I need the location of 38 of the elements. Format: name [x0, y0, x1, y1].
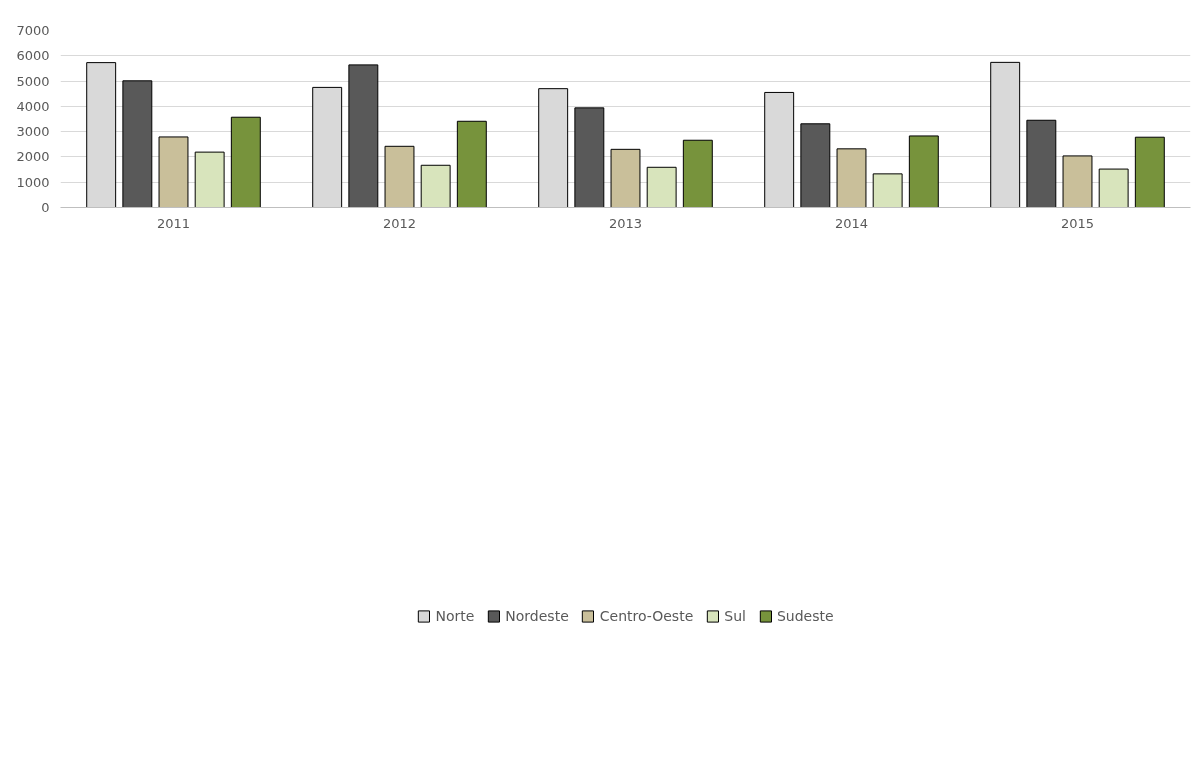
bar: [682, 139, 713, 208]
bar: [230, 116, 261, 208]
y-tick-label: 4000: [16, 98, 50, 114]
legend-label: Centro-Oeste: [599, 608, 694, 624]
bar: [158, 136, 189, 208]
x-tick-label: 2015: [1060, 215, 1095, 231]
y-tick-label: 2000: [16, 149, 50, 165]
bar: [646, 166, 677, 208]
legend-label: Sudeste: [776, 608, 834, 624]
y-tick-label: 6000: [16, 48, 50, 64]
bar: [908, 135, 939, 208]
y-tick-label: 5000: [16, 73, 50, 89]
bar: [836, 148, 867, 208]
bar: [456, 120, 487, 208]
legend-label: Nordeste: [505, 608, 569, 624]
bar: [1134, 136, 1165, 208]
bar: [122, 80, 153, 208]
bar: [384, 145, 415, 208]
x-tick-label: 2012: [382, 215, 417, 231]
bar: [610, 148, 641, 208]
x-tick-label: 2013: [608, 215, 643, 231]
legend-label: Norte: [435, 608, 475, 624]
bar: [194, 151, 225, 208]
bar: [872, 173, 903, 208]
bar: [420, 164, 451, 208]
bar: [574, 107, 605, 208]
bar: [348, 64, 379, 208]
y-tick-label: 7000: [16, 23, 50, 38]
y-tick-label: 0: [41, 200, 50, 215]
legend-label: Sul: [724, 608, 746, 624]
bar: [1026, 119, 1057, 208]
y-tick-label: 1000: [16, 174, 50, 190]
y-tick-label: 3000: [16, 124, 50, 140]
x-tick-label: 2011: [156, 215, 191, 231]
bar: [1062, 155, 1093, 208]
bar: [800, 123, 831, 208]
bar: [1098, 168, 1129, 208]
x-tick-label: 2014: [834, 215, 869, 231]
